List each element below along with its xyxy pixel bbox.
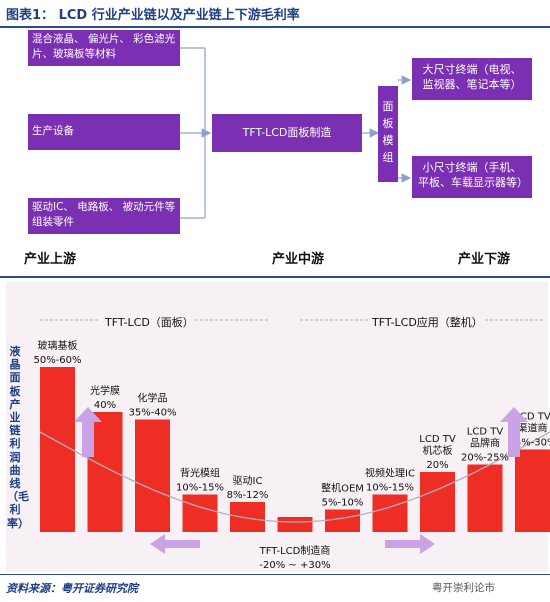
value-label: -20% ~ +30% — [259, 560, 330, 571]
category-label: LCD TV — [419, 434, 456, 445]
category-label: 机芯板 — [423, 444, 453, 457]
stage-midstream: 产业中游 — [272, 252, 325, 267]
category-label: 品牌商 — [470, 437, 500, 450]
watermark: 粤开崇利论市 — [432, 582, 495, 594]
title-divider — [0, 26, 550, 28]
value-label: 50%-60% — [33, 355, 81, 366]
bar — [230, 502, 265, 532]
value-label: 20%-25% — [461, 453, 509, 464]
segment-label-application: TFT-LCD应用（整机） — [372, 316, 483, 329]
value-label: 10%-15% — [176, 483, 224, 494]
source-note: 资料来源：粤开证券研究院 — [6, 582, 138, 595]
upstream-materials-box: 混合液晶、 偏光片、 彩色滤光片、玻璃板等材料 — [28, 30, 180, 66]
large-terminal-box: 大尺寸终端（电视、监视器、笔记本等） — [412, 58, 532, 100]
footer-divider — [0, 574, 550, 575]
bar — [467, 464, 503, 532]
up-arrow-left — [74, 407, 102, 457]
segment-label-panel: TFT-LCD（面板） — [105, 316, 194, 329]
right-arrow-bottom — [385, 534, 435, 554]
profit-chart: 玻璃基板 50%-60% 光学膜 40% 化学品 35%-40% 背光模组 10%-15% 驱动… — [33, 319, 550, 571]
category-label: 驱动IC — [233, 475, 263, 487]
diagram-arrows — [180, 47, 412, 219]
category-label: 背光模组 — [180, 467, 220, 480]
bar — [277, 517, 313, 532]
y-axis-label: 液晶面板产业链利润曲线（毛利率） — [7, 345, 29, 530]
section-divider — [0, 276, 550, 278]
category-label: LCD TV — [514, 412, 550, 423]
curve-layer — [39, 431, 550, 523]
category-label: 渠道商 — [518, 422, 548, 435]
category-label: LCD TV — [467, 427, 504, 438]
up-arrow-right — [500, 407, 528, 457]
value-label: 5%-10% — [322, 498, 364, 509]
stage-downstream: 产业下游 — [458, 252, 511, 267]
value-label: 10%-15% — [366, 483, 414, 494]
left-arrow-bottom — [150, 534, 200, 554]
upstream-equipment-box: 生产设备 — [28, 114, 180, 150]
value-label: 8%-12% — [227, 490, 269, 501]
profit-curve — [39, 431, 550, 523]
bar — [40, 367, 75, 532]
bar — [515, 449, 550, 532]
category-label: 化学品 — [138, 392, 168, 405]
value-label: 35%-40% — [128, 408, 176, 419]
bar — [135, 419, 170, 532]
category-label: 玻璃基板 — [38, 339, 78, 352]
value-label: 25%-30% — [508, 438, 550, 449]
category-label: TFT-LCD制造商 — [259, 544, 331, 557]
value-label: 20% — [426, 460, 448, 471]
stage-upstream: 产业上游 — [24, 252, 77, 267]
labels-layer: 玻璃基板 50%-60% 光学膜 40% 化学品 35%-40% 背光模组 10%-15% 驱动… — [33, 339, 550, 571]
category-label: 整机OEM — [321, 482, 364, 495]
category-label: 光学膜 — [90, 384, 120, 397]
bar — [372, 494, 408, 532]
figure-title: 图表1： LCD 行业产业链以及产业链上下游毛利率 — [6, 8, 300, 23]
value-label: 40% — [94, 400, 116, 411]
midstream-box: TFT-LCD面板制造 — [212, 114, 362, 152]
arrows-layer — [74, 407, 528, 554]
small-terminal-box: 小尺寸终端（手机、平板、车载显示器等） — [412, 156, 532, 198]
bar — [325, 509, 360, 532]
category-label: 视频处理IC — [365, 467, 415, 480]
bar — [182, 494, 218, 532]
bar — [420, 472, 455, 532]
upstream-components-box: 驱动IC、 电路板、 被动元件等组装零件 — [28, 198, 180, 234]
module-box: 面板模组 — [378, 86, 398, 182]
